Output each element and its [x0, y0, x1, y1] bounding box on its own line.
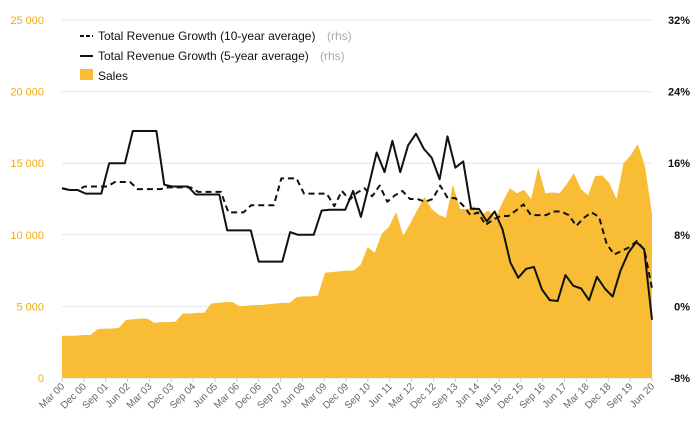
legend-swatch-sales — [80, 69, 93, 80]
legend: Total Revenue Growth (10-year average) (… — [80, 29, 352, 83]
y-right-tick-label: 24% — [668, 87, 690, 99]
y-left-tick-label: 15 000 — [10, 158, 44, 170]
y-right-tick-label: 32% — [668, 15, 690, 27]
y-right-tick-label: 16% — [668, 158, 690, 170]
y-right-tick-label: 0% — [674, 301, 690, 313]
y-left-tick-label: 20 000 — [10, 87, 44, 99]
y-axis-right: -8% 0% 8% 16% 24% 32% — [668, 15, 690, 385]
sales-area-layer — [62, 143, 652, 378]
y-right-tick-label: 8% — [674, 230, 690, 242]
legend-label-sales: Sales — [98, 69, 128, 83]
legend-unit-10yr: (rhs) — [327, 29, 352, 43]
y-right-tick-label: -8% — [670, 373, 690, 385]
growth-lines-layer — [61, 129, 653, 320]
y-left-tick-label: 25 000 — [10, 15, 44, 27]
y-left-tick-label: 10 000 — [10, 230, 44, 242]
legend-label-5yr: Total Revenue Growth (5-year average) — [98, 49, 309, 63]
growth-5yr-line — [61, 129, 653, 320]
x-tick-label: Jun 20 — [628, 381, 657, 410]
sales-area — [62, 143, 652, 378]
legend-label-10yr: Total Revenue Growth (10-year average) — [98, 29, 315, 43]
y-axis-left: 0 5 000 10 000 15 000 20 000 25 000 — [10, 15, 44, 385]
y-left-tick-label: 0 — [38, 373, 44, 385]
growth-10yr-line — [61, 177, 653, 289]
legend-unit-5yr: (rhs) — [320, 49, 345, 63]
y-left-tick-label: 5 000 — [16, 301, 44, 313]
